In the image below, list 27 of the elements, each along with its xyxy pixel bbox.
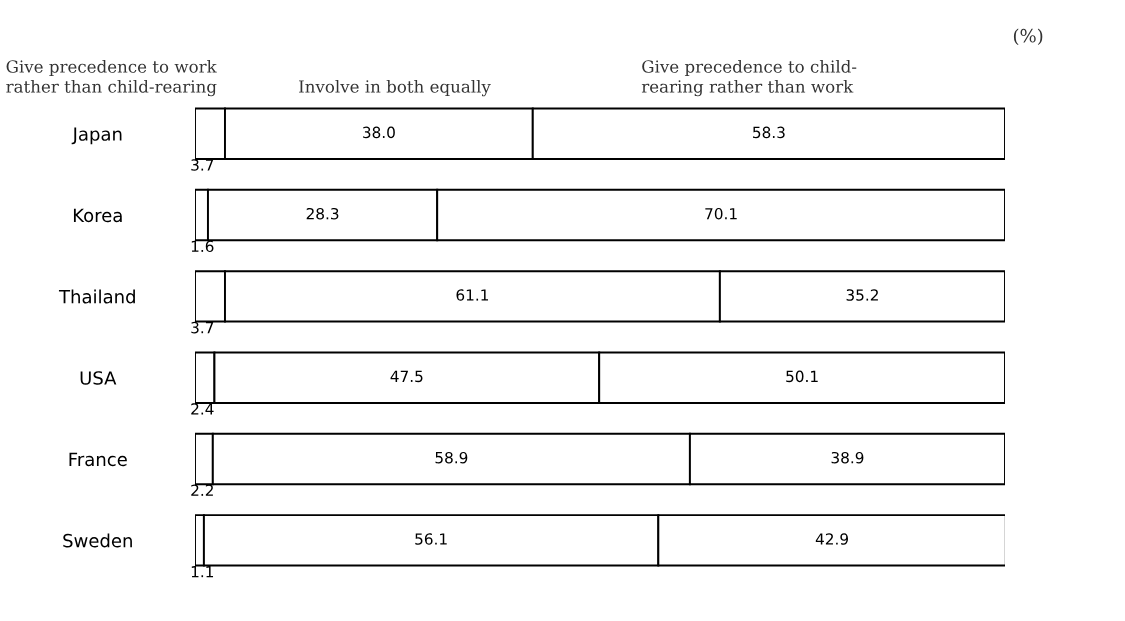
series-label: Give precedence to child- rearing rather than work	[641, 59, 857, 97]
data-label: 2.2	[191, 484, 213, 496]
data-label: 61.1	[456, 289, 489, 301]
data-label: 56.1	[415, 533, 447, 545]
data-label: 3.7	[191, 321, 214, 334]
data-label: 38.9	[831, 451, 864, 464]
text: (%)	[1013, 28, 1043, 46]
data-label: 47.5	[390, 370, 423, 383]
data-label: 2.4	[191, 403, 214, 415]
data-label: 28.3	[306, 207, 339, 220]
data-label: 1.1	[191, 566, 214, 578]
data-label: 58.3	[753, 126, 785, 139]
data-label: 70.1	[705, 207, 737, 220]
data-label: 58.9	[435, 451, 468, 464]
data-label: 38.0	[363, 126, 395, 139]
y-tick-label: Korea	[73, 208, 122, 223]
y-tick-label: Thailand	[58, 289, 135, 304]
y-tick-label: France	[69, 452, 127, 467]
data-label: 42.9	[815, 533, 848, 545]
y-tick-label: Japan	[71, 127, 122, 145]
data-label: 35.2	[846, 289, 878, 301]
y-tick-label: Sweden	[63, 533, 132, 548]
y-tick-label: USA	[80, 371, 117, 385]
series-label: Involve in both equally	[299, 79, 491, 97]
data-label: 50.1	[786, 370, 818, 383]
series-label: Give precedence to work rather than child-rearing	[6, 59, 217, 97]
data-label: 1.6	[191, 240, 214, 253]
